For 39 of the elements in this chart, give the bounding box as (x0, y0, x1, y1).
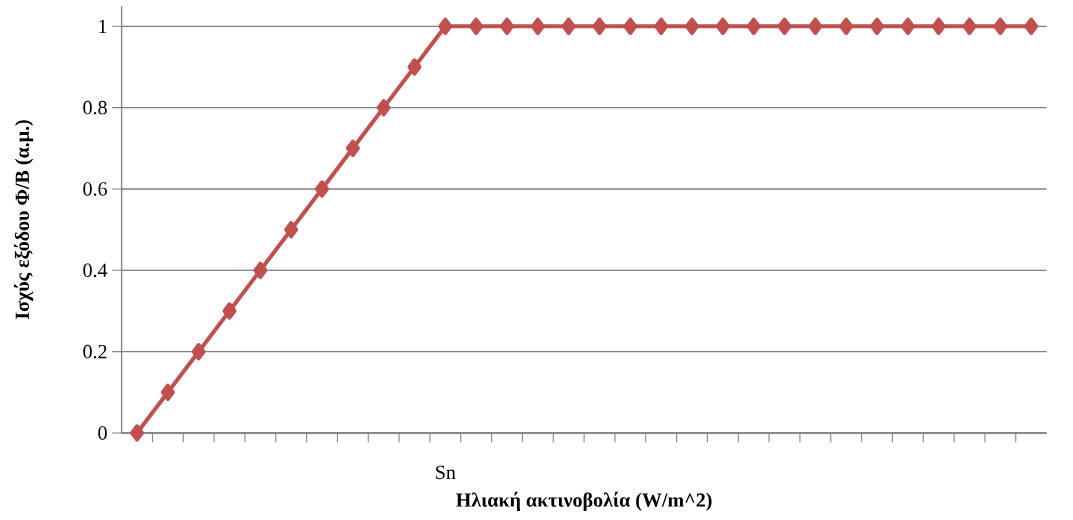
point (438, 17, 453, 35)
point (315, 180, 330, 198)
y-axis-title: Ισχύς εξόδου Φ/Β (α.μ.) (14, 120, 34, 320)
point (870, 17, 884, 35)
point (1024, 17, 1039, 35)
point (993, 17, 1008, 35)
x-tick-label: Sn (436, 465, 456, 480)
point (777, 17, 792, 35)
point (623, 17, 638, 35)
y-tick-label: 0 (98, 426, 107, 440)
point (654, 17, 669, 35)
point (931, 17, 946, 35)
point (530, 17, 545, 35)
point (191, 342, 206, 361)
y-tick-label: 0.6 (83, 182, 107, 196)
y-tick-label: 0.4 (83, 263, 108, 278)
point (685, 17, 699, 35)
point (715, 17, 730, 35)
point (746, 17, 761, 35)
y-tick-label: 0.8 (83, 100, 107, 115)
point (592, 17, 607, 35)
point (500, 17, 515, 35)
point (808, 17, 823, 35)
point (345, 139, 360, 157)
point (561, 17, 576, 35)
y-tick-label: 0.2 (83, 344, 107, 359)
y-tick-label: 1 (99, 19, 107, 33)
point (900, 17, 915, 35)
point (284, 220, 299, 239)
point (160, 383, 175, 401)
point (962, 17, 977, 35)
x-axis-title: Ηλιακή ακτινοβολία (W/m^2) (456, 491, 712, 511)
point (407, 58, 422, 76)
point (469, 17, 484, 35)
point (376, 98, 391, 117)
point (839, 17, 854, 35)
point (130, 424, 145, 442)
point (222, 302, 237, 320)
point (253, 261, 268, 279)
